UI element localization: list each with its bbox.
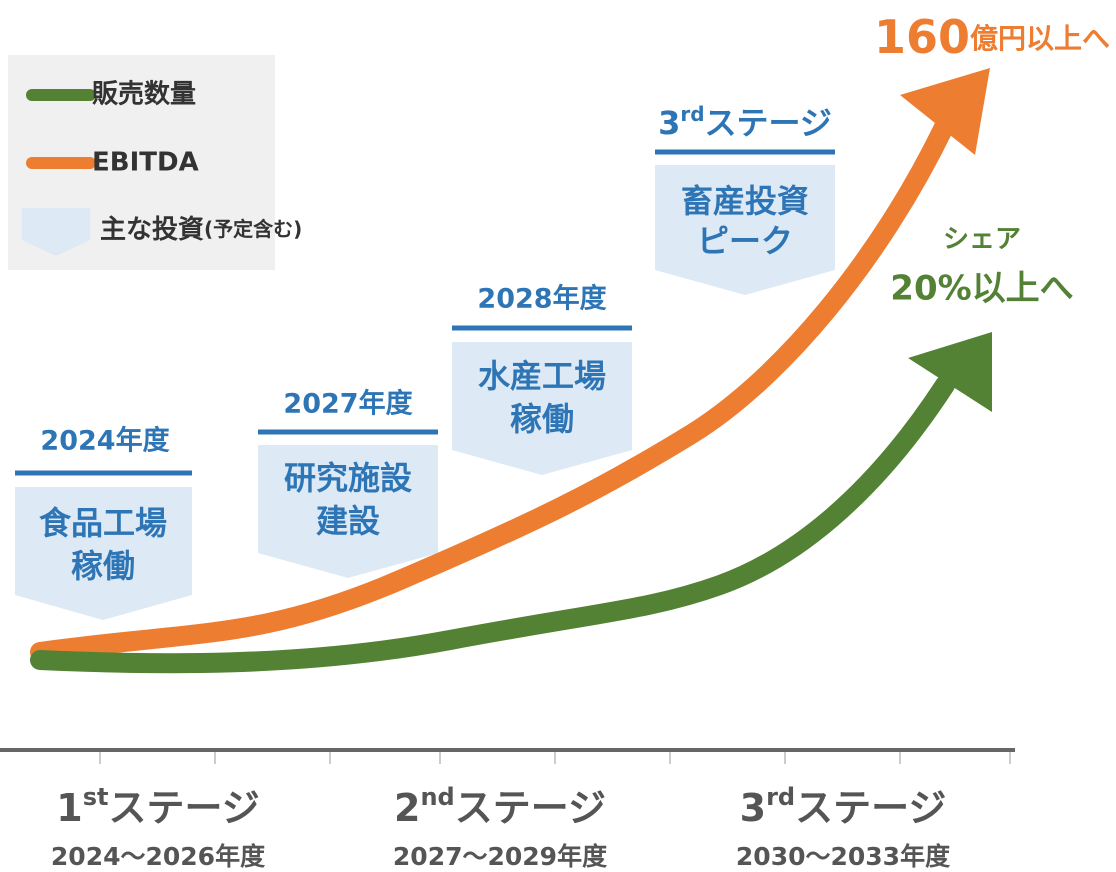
year-name: ステージ [705,104,832,142]
callout-year: 3rdステージ [658,102,832,143]
legend-label: 販売数量 [92,80,196,110]
callout-year: 2024年度 [40,425,169,457]
legend-label-note: (予定含む) [204,217,302,241]
callout-text: 食品工場 [39,504,167,542]
legend-label-main: 主な投資 [100,215,204,245]
timeline-ticks [99,752,1011,764]
stage-name: ステージ [455,786,606,830]
stage-num: 1 [56,786,82,830]
sales-arrowhead [908,332,992,412]
callout-text: 研究施設 [284,459,412,497]
callout-text: 水産工場 [478,357,606,395]
ebitda-curve [30,115,955,662]
year-num: 3 [658,104,680,142]
stage-sup: nd [420,783,454,811]
stage-name: ステージ [795,786,946,830]
legend-label: 主な投資(予定含む) [100,215,302,245]
callout-text: 建設 [316,502,380,540]
callout-text: 畜産投資 [681,182,809,220]
sales-curve [30,375,955,674]
year-sup: rd [680,102,704,126]
callout-shape [655,165,835,295]
stage-years: 2024～2026年度 [51,842,265,871]
stage-years: 2030～2033年度 [736,842,950,871]
ebitda-num: 160 [874,10,970,64]
callout-text: ピーク [697,222,793,260]
stage-num: 3 [740,786,766,830]
callout-shape [258,445,438,578]
callout-shape [15,487,192,620]
stage-label: 1stステージ [56,783,259,830]
stage-name: ステージ [108,786,259,830]
callout-shape [452,342,632,475]
stage-num: 2 [394,786,420,830]
callout-text: 稼働 [71,547,135,585]
callout-year: 2028年度 [477,283,606,315]
stage-label: 3rdステージ [740,783,947,830]
ebitda-annotation: 160億円以上へ [874,10,1110,64]
callout-year: 2027年度 [283,388,412,420]
callout-text: 稼働 [510,400,574,438]
stage-label: 2ndステージ [394,783,606,830]
stage-sup: st [83,783,109,811]
legend-label: EBITDA [92,148,199,178]
ebitda-arrowhead [900,68,990,155]
stage-sup: rd [766,783,795,811]
ebitda-text: 億円以上へ [970,22,1110,55]
share-text: 20%以上へ [890,269,1073,309]
share-title: シェア [943,225,1021,255]
stage-years: 2027～2029年度 [393,842,607,871]
legend-shape [22,208,90,256]
